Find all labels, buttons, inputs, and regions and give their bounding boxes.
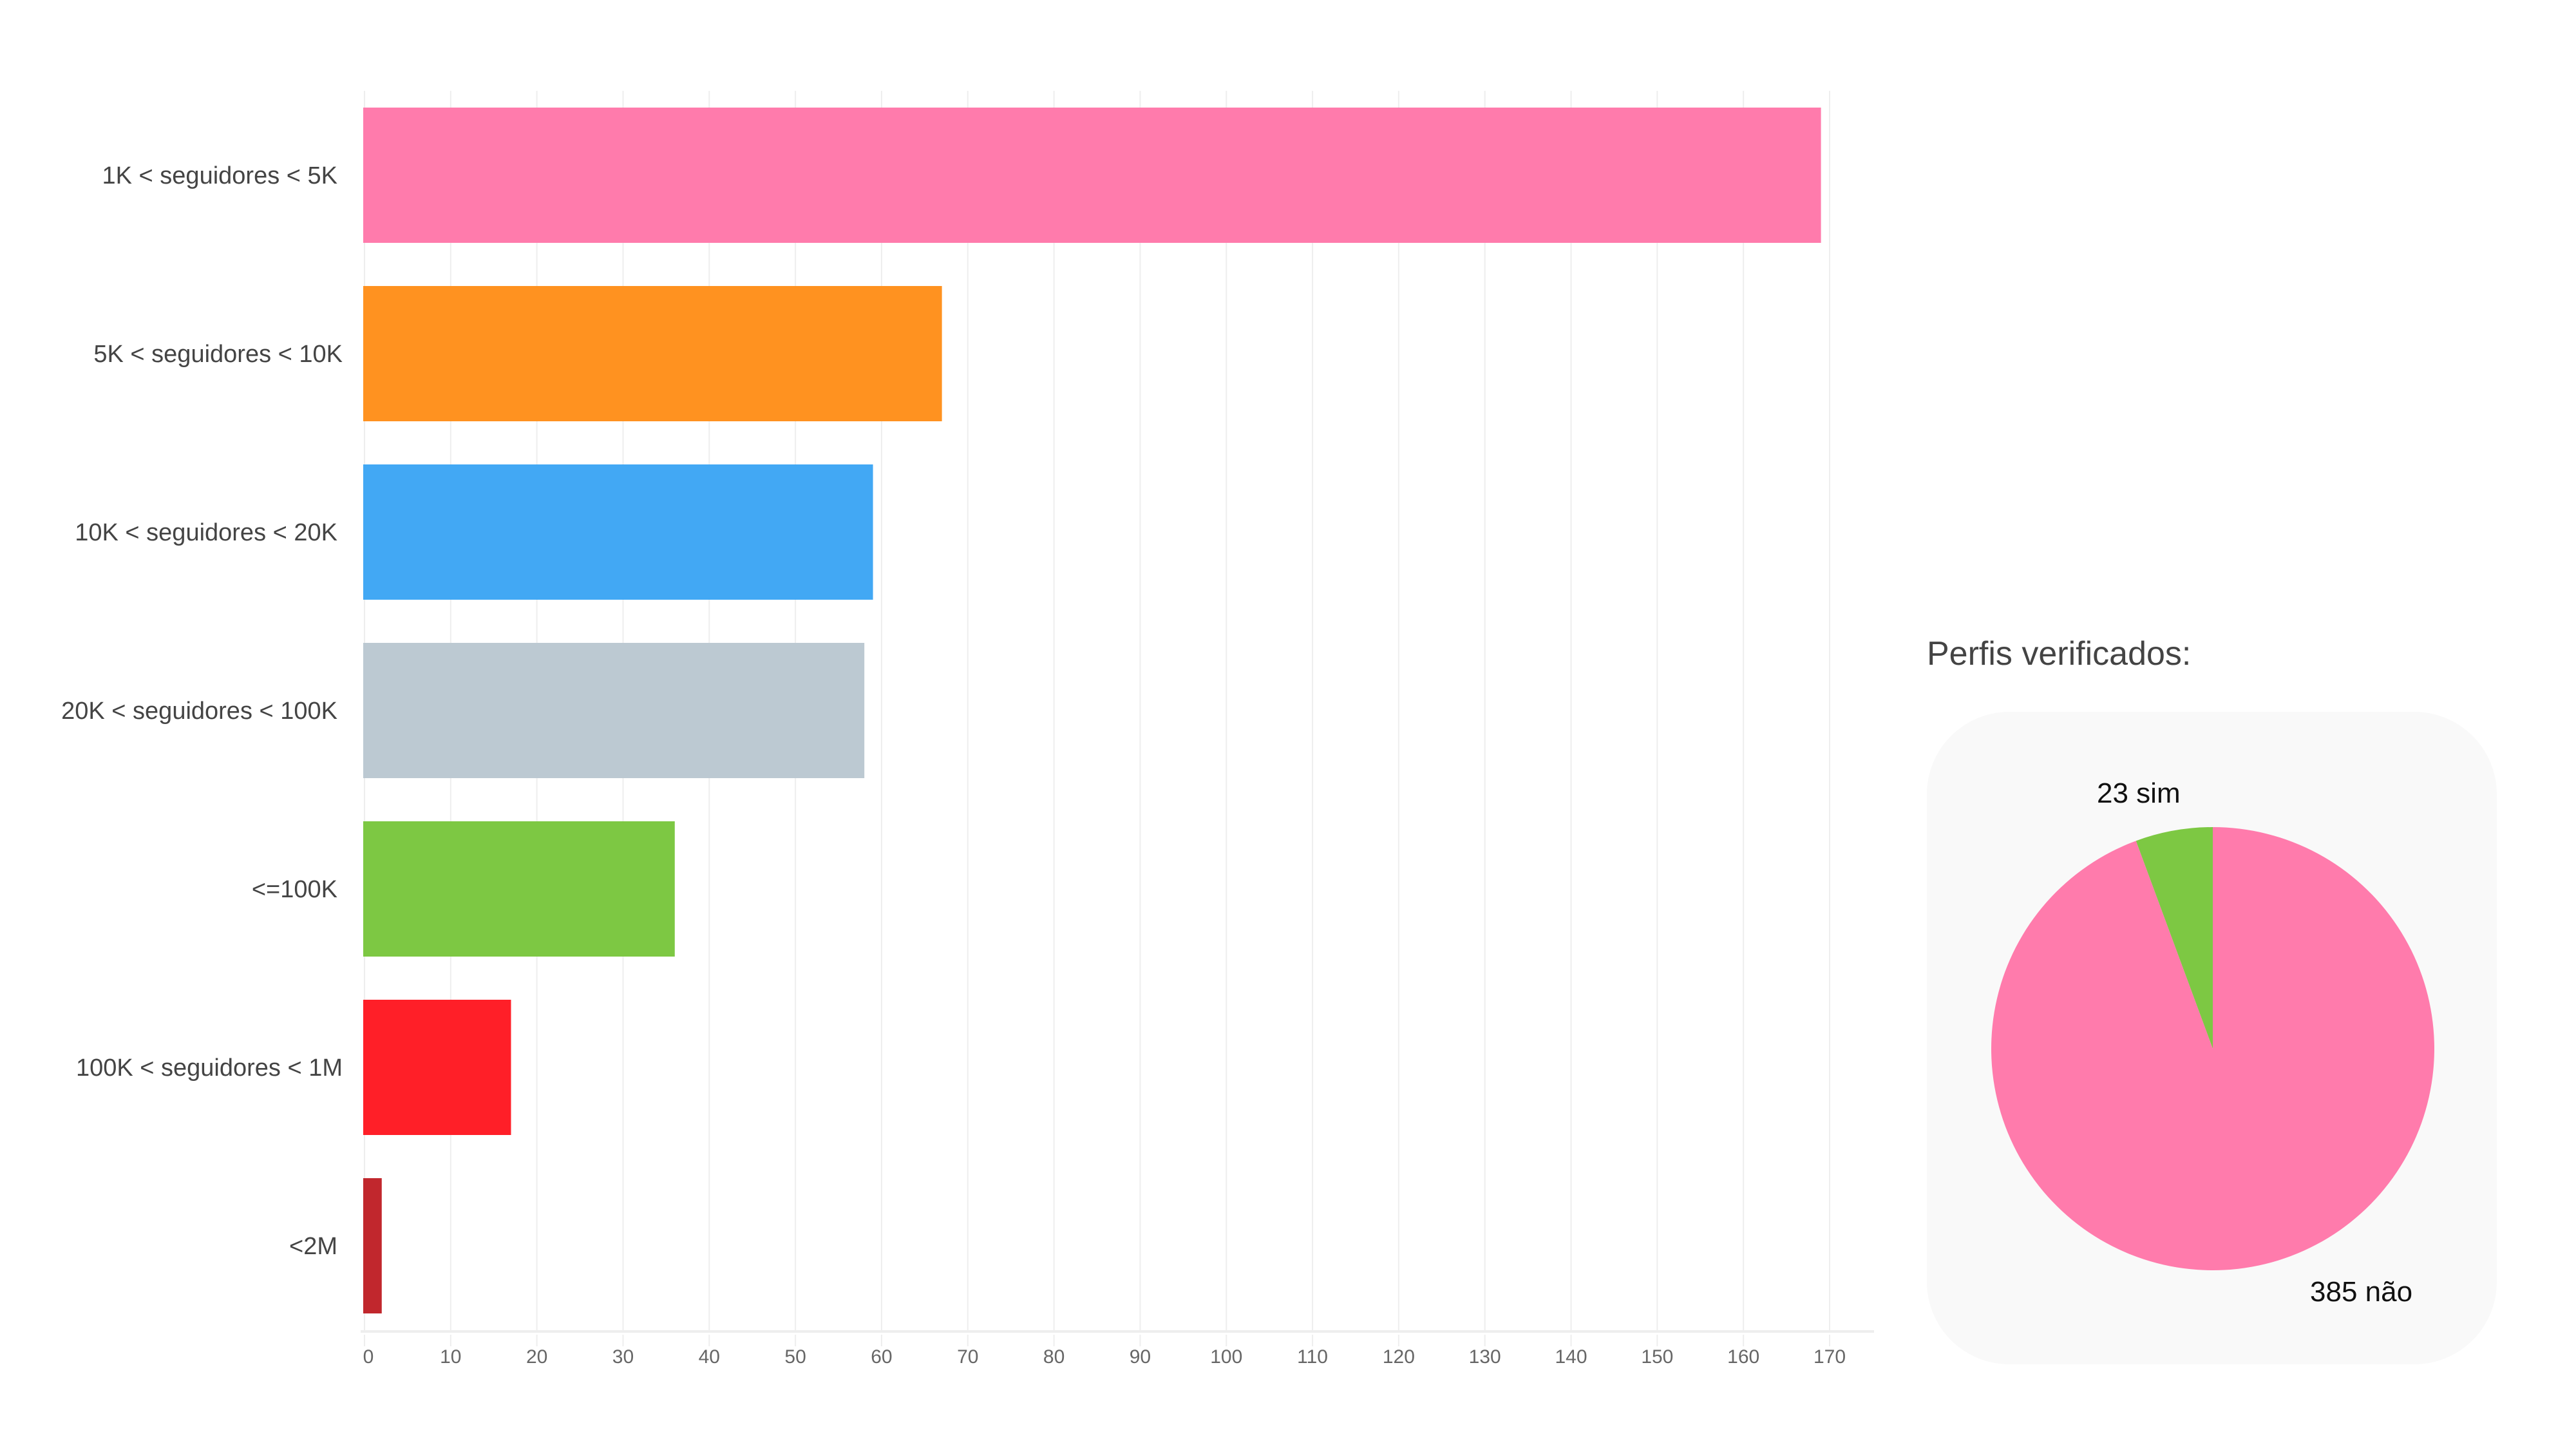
x-tick-label: 170	[1814, 1346, 1846, 1368]
pie-slice	[2136, 827, 2213, 1049]
bar	[363, 821, 675, 957]
x-tick-label: 10	[440, 1346, 461, 1368]
x-tick-label: 100	[1210, 1346, 1242, 1368]
x-tick-label: 60	[871, 1346, 892, 1368]
y-category-label: 1K < seguidores < 5K	[102, 162, 337, 189]
x-tick-label: 110	[1297, 1346, 1328, 1368]
pie-label-sim: 23 sim	[2097, 777, 2181, 809]
x-tick-label: 0	[363, 1346, 374, 1368]
y-category-label: 5K < seguidores < 10K	[93, 341, 343, 368]
x-tick-label: 80	[1043, 1346, 1065, 1368]
pie-slice	[1991, 826, 2435, 1270]
x-tick-label: 30	[612, 1346, 634, 1368]
bar	[363, 286, 942, 421]
x-tick-label: 160	[1727, 1346, 1759, 1368]
x-tick-label: 40	[699, 1346, 720, 1368]
x-tick-label: 120	[1383, 1346, 1415, 1368]
y-category-label: <=100K	[252, 876, 337, 903]
bar	[363, 1000, 511, 1135]
bar-series	[363, 108, 1821, 1313]
x-tick-label: 130	[1469, 1346, 1501, 1368]
bar	[363, 643, 865, 778]
x-axis-ticks: 0 10 20 30 40 50 60 70 80 90 100 110 120 130 140 150 160…	[363, 1335, 1846, 1368]
y-category-label: <2M	[289, 1233, 337, 1260]
pie-chart	[1991, 826, 2435, 1270]
bar	[363, 1178, 382, 1313]
x-tick-label: 90	[1130, 1346, 1151, 1368]
y-category-label: 10K < seguidores < 20K	[75, 519, 337, 546]
y-axis-labels: 1K < seguidores < 5K 5K < seguidores < 10…	[61, 162, 343, 1260]
x-tick-label: 70	[957, 1346, 978, 1368]
x-tick-label: 20	[526, 1346, 547, 1368]
y-category-label: 100K < seguidores < 1M	[76, 1054, 343, 1082]
pie-title: Perfis verificados:	[1927, 635, 2191, 673]
bar	[363, 464, 873, 600]
pie-label-nao: 385 não	[2310, 1276, 2412, 1308]
y-category-label: 20K < seguidores < 100K	[61, 698, 337, 725]
x-tick-label: 50	[784, 1346, 806, 1368]
x-tick-label: 140	[1555, 1346, 1587, 1368]
x-tick-label: 150	[1641, 1346, 1673, 1368]
bar	[363, 108, 1821, 243]
